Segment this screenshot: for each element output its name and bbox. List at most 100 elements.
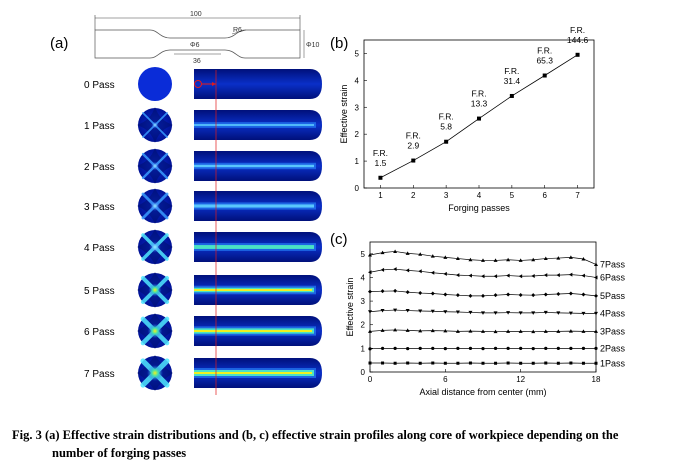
y-tick-label: 1	[361, 344, 366, 353]
rod-core	[194, 289, 312, 291]
fr-value: 144.6	[567, 35, 589, 45]
data-point	[481, 361, 485, 365]
data-point	[380, 309, 385, 313]
x-tick-label: 4	[477, 191, 482, 200]
data-point	[506, 257, 511, 262]
data-point	[405, 309, 410, 313]
fr-label: F.R.	[406, 131, 421, 141]
data-point	[518, 329, 523, 333]
cross-section	[137, 229, 173, 265]
data-point	[581, 346, 586, 350]
data-point	[494, 361, 498, 365]
data-point	[575, 52, 580, 57]
data-point	[543, 310, 548, 315]
data-point	[380, 289, 385, 294]
x-tick-label: 5	[510, 191, 515, 200]
data-point	[418, 252, 423, 256]
x-tick-label: 3	[444, 191, 449, 200]
x-tick-label: 1	[378, 191, 383, 200]
y-axis-label: Effective strain	[339, 85, 349, 144]
fr-label: F.R.	[373, 148, 388, 158]
y-axis-label: Effective strain	[345, 278, 355, 337]
series-label: 3Pass	[600, 326, 626, 336]
rod-band	[194, 245, 314, 249]
rod-section	[194, 358, 322, 388]
series-label: 6Pass	[600, 272, 626, 282]
data-point	[406, 361, 410, 365]
data-point	[393, 308, 398, 313]
data-point	[481, 329, 485, 333]
series-line	[369, 251, 597, 265]
data-point	[455, 273, 460, 278]
data-point	[518, 311, 523, 315]
data-point	[444, 139, 449, 144]
cross-section	[137, 355, 173, 391]
cross-section	[137, 272, 173, 308]
figure-caption: Fig. 3 (a) Effective strain distribution…	[12, 426, 680, 462]
x-tick-label: 7	[575, 191, 580, 200]
rod-section	[194, 110, 322, 140]
fr-value: 13.3	[471, 99, 488, 109]
y-tick-label: 5	[361, 250, 366, 259]
data-point	[569, 361, 573, 365]
data-point	[581, 329, 586, 333]
data-point	[556, 361, 560, 365]
data-point	[443, 328, 448, 333]
data-point	[380, 346, 385, 350]
x-axis-label: Axial distance from center (mm)	[419, 387, 546, 397]
y-tick-label: 0	[361, 368, 366, 377]
rod-section	[194, 316, 322, 346]
data-point	[468, 310, 473, 315]
data-point	[456, 361, 460, 365]
specimen-radius: R6	[233, 27, 242, 34]
fr-value: 31.4	[504, 76, 521, 86]
data-point	[594, 275, 598, 280]
pass-label: 0 Pass	[84, 80, 115, 91]
data-point	[493, 329, 498, 334]
data-point	[381, 361, 385, 365]
data-point	[430, 254, 435, 258]
panel-label-a: (a)	[50, 35, 68, 52]
cross-section	[137, 148, 173, 184]
data-point	[506, 292, 511, 297]
data-point	[468, 361, 472, 365]
data-point	[368, 270, 372, 275]
y-tick-label: 3	[355, 103, 360, 112]
data-point	[368, 289, 372, 294]
data-point	[569, 346, 573, 350]
rod-section	[194, 191, 322, 221]
data-point	[544, 361, 548, 365]
data-point	[519, 346, 523, 350]
data-point	[380, 267, 385, 272]
pass-label: 7 Pass	[84, 369, 115, 380]
data-point	[493, 293, 498, 298]
data-point	[594, 361, 598, 365]
fr-value: 2.9	[407, 141, 419, 151]
rod-core	[194, 372, 312, 374]
data-point	[443, 255, 448, 259]
rod-section	[194, 151, 322, 181]
data-point	[481, 311, 485, 315]
data-point	[443, 292, 448, 297]
data-point	[506, 329, 511, 333]
series-label: 1Pass	[600, 358, 626, 368]
data-point	[518, 292, 523, 297]
cross-section	[137, 107, 173, 143]
data-point	[430, 270, 435, 275]
rod-body	[194, 69, 322, 99]
y-tick-label: 2	[361, 321, 366, 330]
data-point	[594, 346, 598, 350]
cross-section	[137, 313, 173, 349]
data-point	[443, 347, 447, 351]
plot-frame	[363, 39, 595, 189]
data-point	[418, 269, 422, 274]
series-label: 2Pass	[600, 343, 626, 353]
data-point	[368, 310, 372, 314]
specimen-gauge-dia: Φ6	[190, 42, 200, 49]
y-tick-label: 3	[361, 297, 366, 306]
section-marker	[194, 70, 217, 395]
specimen-drawing: 100 R6 Φ6 36 Φ10	[94, 11, 319, 65]
data-point	[594, 329, 598, 333]
